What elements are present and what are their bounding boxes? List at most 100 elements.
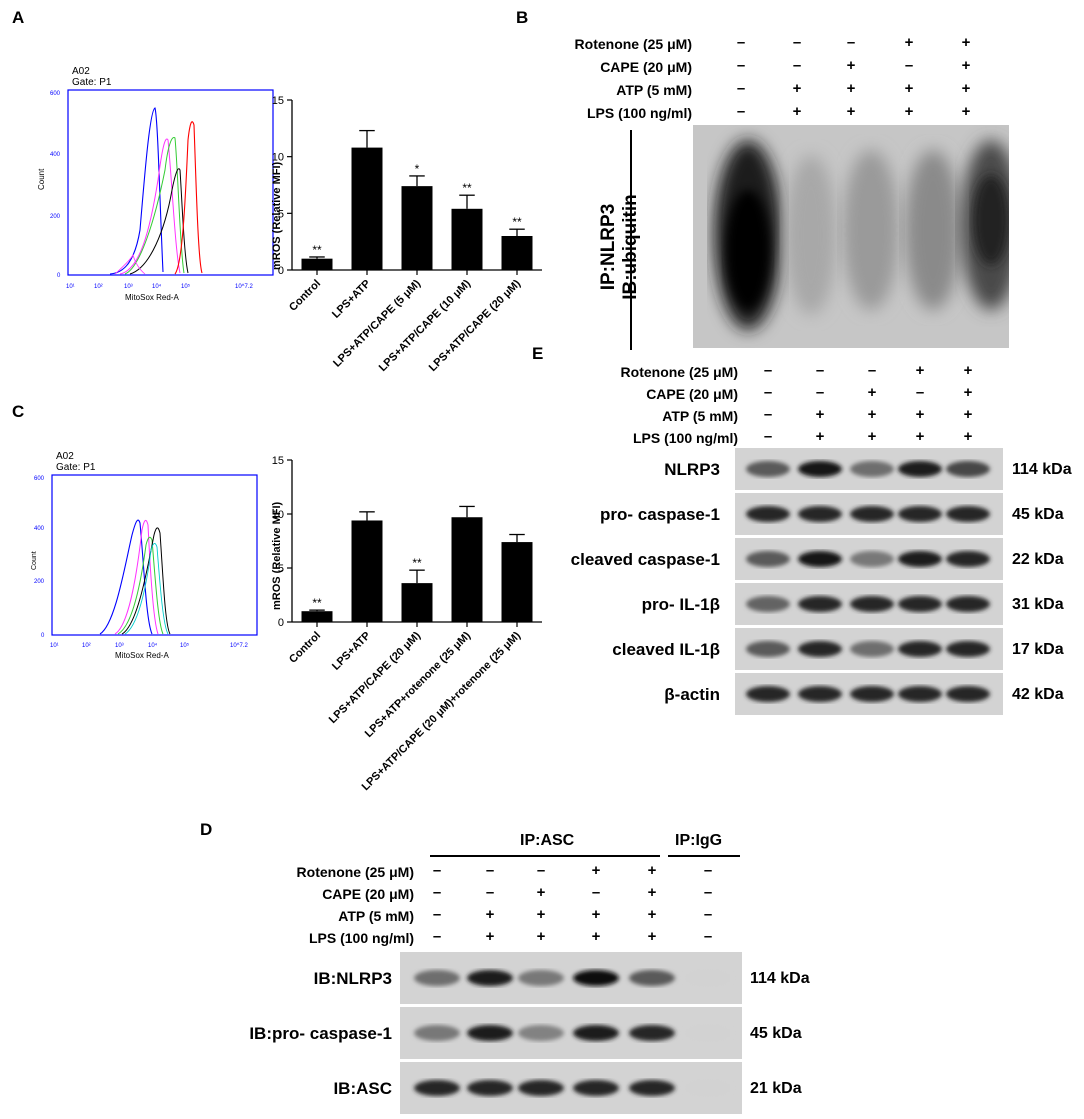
lane-symbol: + bbox=[792, 80, 802, 97]
blot-row-label: cleaved caspase-1 bbox=[570, 549, 720, 569]
chart-xtick-label: Control bbox=[287, 278, 323, 314]
blot-row-label: IB:pro- caspase-1 bbox=[249, 1023, 392, 1043]
cond-cape-e: CAPE (20 μM) bbox=[646, 386, 738, 402]
lane-symbol: – bbox=[736, 80, 746, 97]
ip-igg-underline bbox=[668, 855, 740, 857]
blot-band bbox=[850, 506, 894, 522]
blot-band bbox=[850, 551, 894, 567]
lane-symbol: – bbox=[432, 862, 442, 879]
lane-symbol: + bbox=[647, 906, 657, 923]
chart-bar bbox=[401, 583, 433, 622]
svg-text:10⁵: 10⁵ bbox=[181, 283, 191, 290]
lane-symbol: + bbox=[961, 34, 971, 51]
lane-symbol: + bbox=[915, 406, 925, 423]
blot-band bbox=[467, 1025, 513, 1041]
svg-text:10³: 10³ bbox=[124, 284, 133, 290]
svg-text:10⁴: 10⁴ bbox=[152, 283, 162, 290]
flow-sample-label: A02 bbox=[72, 66, 90, 77]
blot-band bbox=[850, 641, 894, 657]
cond-rotenone-d: Rotenone (25 μM) bbox=[296, 864, 414, 880]
blot-band bbox=[898, 596, 942, 612]
chart-xtick-label: Control bbox=[287, 630, 323, 666]
blot-row-label: IB:NLRP3 bbox=[313, 968, 392, 988]
chart-significance: ** bbox=[462, 181, 472, 195]
chart-xtick-label: LPS+ATP bbox=[330, 630, 373, 673]
blot-band bbox=[798, 596, 842, 612]
lane-symbol: + bbox=[961, 57, 971, 74]
cond-rotenone-e: Rotenone (25 μM) bbox=[620, 364, 738, 380]
svg-text:10⁴: 10⁴ bbox=[148, 642, 158, 649]
lane-symbol: + bbox=[846, 80, 856, 97]
blot-band bbox=[573, 1080, 619, 1096]
chart-ytick-label: 15 bbox=[272, 95, 284, 107]
igg-lane-symbol: – bbox=[703, 928, 713, 945]
blot-band bbox=[850, 461, 894, 477]
igg-lane-symbol: – bbox=[703, 862, 713, 879]
cond-lps-b: LPS (100 ng/ml) bbox=[586, 105, 692, 121]
panel-b-ip-label: IP:NLRP3 bbox=[598, 203, 619, 291]
blot-band bbox=[746, 686, 790, 702]
blot-band bbox=[798, 686, 842, 702]
lane-symbol: + bbox=[591, 928, 601, 945]
chart-significance: * bbox=[415, 162, 420, 176]
lane-symbol: + bbox=[961, 80, 971, 97]
lane-symbol: + bbox=[963, 384, 973, 401]
blot-band bbox=[946, 551, 990, 567]
svg-text:10^7.2: 10^7.2 bbox=[235, 284, 253, 290]
flow-ylabel: Count bbox=[37, 168, 46, 190]
blot-band bbox=[898, 461, 942, 477]
lane-symbol: + bbox=[963, 406, 973, 423]
blot-band bbox=[685, 1080, 731, 1096]
lane-symbol: + bbox=[904, 34, 914, 51]
blot-band bbox=[850, 686, 894, 702]
cond-atp-b: ATP (5 mM) bbox=[616, 82, 692, 98]
blot-strip bbox=[400, 1062, 742, 1114]
lane-symbol: + bbox=[915, 362, 925, 379]
blot-band bbox=[898, 506, 942, 522]
flow-gate-label: Gate: P1 bbox=[72, 77, 112, 88]
blot-band bbox=[629, 1025, 675, 1041]
lane-symbol: – bbox=[792, 57, 802, 74]
blot-band bbox=[946, 641, 990, 657]
lane-symbol: – bbox=[432, 928, 442, 945]
lane-symbol: – bbox=[432, 906, 442, 923]
lane-symbol: + bbox=[963, 362, 973, 379]
bar-chart-a: mROS (Relative MFI) 0 5 10 15 ** Control LPS+A… bbox=[250, 80, 550, 410]
blot-band bbox=[798, 461, 842, 477]
lane-symbol: – bbox=[915, 384, 925, 401]
lane-symbol: + bbox=[815, 406, 825, 423]
blot-band bbox=[946, 461, 990, 477]
flow-histogram-a: A02 Gate: P1 Count 0 200 400 600 10¹ 10²… bbox=[30, 60, 280, 310]
lane-symbol: + bbox=[591, 862, 601, 879]
panel-b-side-label: IP:NLRP3 IB:ubiquitin bbox=[598, 130, 641, 350]
blot-strip bbox=[735, 583, 1003, 625]
chart-bar bbox=[351, 520, 383, 622]
lane-symbol: – bbox=[792, 34, 802, 51]
lane-symbol: + bbox=[647, 928, 657, 945]
svg-text:10¹: 10¹ bbox=[50, 643, 59, 649]
chart-significance: ** bbox=[412, 556, 422, 570]
chart-ytick-label: 15 bbox=[272, 455, 284, 467]
lane-symbol: – bbox=[763, 362, 773, 379]
blot-kda-label: 45 kDa bbox=[750, 1024, 802, 1042]
lane-symbol: + bbox=[536, 928, 546, 945]
chart-bar bbox=[351, 147, 383, 270]
lane-symbol: – bbox=[815, 362, 825, 379]
lane-symbol: – bbox=[485, 884, 495, 901]
blot-band bbox=[746, 461, 790, 477]
panel-letter-b: B bbox=[516, 8, 529, 27]
chart-ytick-label: 0 bbox=[278, 617, 284, 629]
lane-symbol: – bbox=[736, 103, 746, 120]
cond-atp-e: ATP (5 mM) bbox=[662, 408, 738, 424]
blot-band bbox=[414, 970, 460, 986]
chart-xtick-label: LPS+ATP/CAPE (5 μM) bbox=[331, 277, 423, 369]
blot-band bbox=[798, 506, 842, 522]
blot-band bbox=[414, 1025, 460, 1041]
lane-symbol: + bbox=[485, 928, 495, 945]
blot-band bbox=[898, 641, 942, 657]
blot-band bbox=[946, 506, 990, 522]
blot-band bbox=[629, 970, 675, 986]
blot-row-label: cleaved IL-1β bbox=[612, 639, 720, 659]
chart-xtick-label: LPS+ATP bbox=[330, 278, 373, 321]
lane-symbol: + bbox=[904, 80, 914, 97]
